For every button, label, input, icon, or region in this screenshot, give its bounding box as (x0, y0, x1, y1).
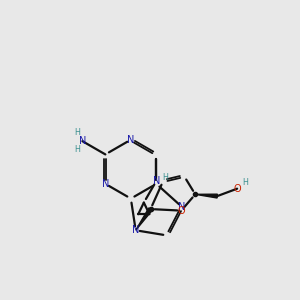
Text: H: H (162, 173, 168, 182)
Text: H: H (242, 178, 248, 187)
Polygon shape (136, 208, 152, 230)
Text: H: H (74, 146, 80, 154)
Text: O: O (233, 184, 241, 194)
Text: O: O (178, 206, 185, 216)
Polygon shape (195, 194, 218, 198)
Text: H: H (74, 128, 80, 137)
Text: N: N (178, 202, 186, 212)
Text: N: N (153, 176, 160, 186)
Text: N: N (127, 135, 134, 145)
Text: N: N (102, 179, 109, 189)
Text: N: N (132, 225, 140, 235)
Text: N: N (79, 136, 86, 146)
